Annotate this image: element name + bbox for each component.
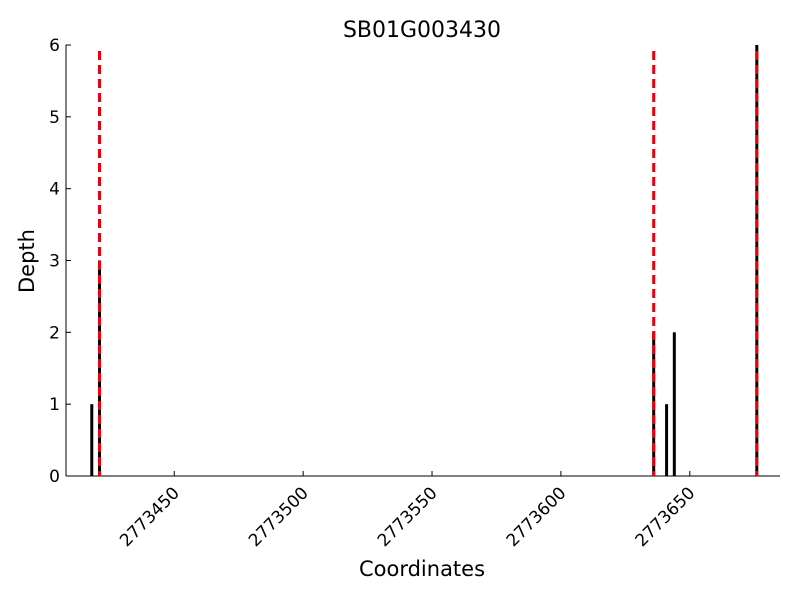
chart-title: SB01G003430 bbox=[343, 18, 501, 43]
y-tick-label: 2 bbox=[49, 323, 60, 343]
x-tick-label: 2773600 bbox=[503, 483, 571, 551]
x-tick-label: 2773550 bbox=[374, 483, 442, 551]
x-axis-label: Coordinates bbox=[359, 557, 485, 581]
bar bbox=[98, 260, 102, 476]
y-axis-label: Depth bbox=[15, 229, 39, 293]
x-tick-label: 2773450 bbox=[116, 483, 184, 551]
bar bbox=[755, 45, 759, 476]
y-tick-label: 6 bbox=[49, 36, 60, 56]
y-tick-label: 0 bbox=[49, 467, 60, 487]
bar bbox=[90, 404, 94, 476]
bar bbox=[665, 404, 669, 476]
x-tick-label: 2773650 bbox=[632, 483, 700, 551]
y-tick-label: 4 bbox=[49, 180, 60, 200]
y-tick-label: 1 bbox=[49, 395, 60, 415]
y-tick-label: 5 bbox=[49, 108, 60, 128]
x-tick-label: 2773500 bbox=[245, 483, 313, 551]
bar bbox=[672, 332, 676, 476]
y-tick-label: 3 bbox=[49, 252, 60, 272]
